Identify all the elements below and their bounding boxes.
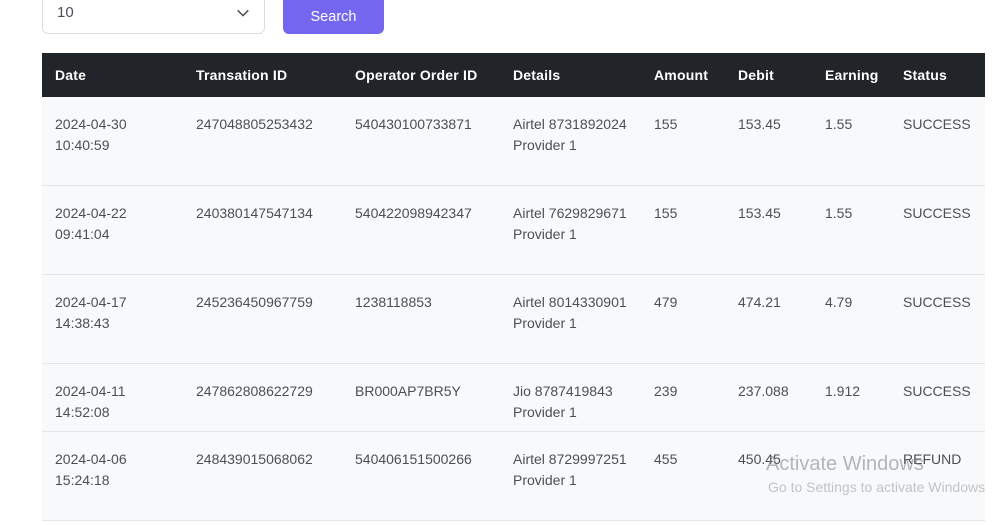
cell-operator-order-id: 540406151500266	[342, 431, 500, 521]
cell-earning	[812, 431, 890, 521]
cell-debit: 153.45	[725, 185, 812, 275]
cell-debit: 153.45	[725, 97, 812, 186]
cell-amount: 239	[641, 363, 725, 432]
col-header-debit: Debit	[725, 53, 812, 97]
date-value: 2024-04-17	[55, 294, 127, 310]
table-row: 2024-04-22 09:41:04 240380147547134 5404…	[42, 185, 985, 275]
date-value: 2024-04-30	[55, 116, 127, 132]
cell-date: 2024-04-17 14:38:43	[42, 274, 183, 364]
time-value: 09:41:04	[55, 226, 110, 242]
activate-windows-watermark: Activate Windows	[766, 453, 924, 475]
cell-transaction-id: 247862808622729	[183, 363, 342, 432]
cell-date: 2024-04-22 09:41:04	[42, 185, 183, 275]
time-value: 14:38:43	[55, 315, 110, 331]
page-size-value: 10	[57, 4, 74, 21]
date-value: 2024-04-11	[55, 383, 126, 399]
cell-earning: 4.79	[812, 274, 890, 364]
cell-operator-order-id: 540422098942347	[342, 185, 500, 275]
cell-debit: 450.45	[725, 431, 812, 521]
table-header: Date Transation ID Operator Order ID Det…	[42, 53, 985, 97]
cell-transaction-id: 247048805253432	[183, 97, 342, 186]
cell-earning: 1.55	[812, 185, 890, 275]
col-header-amount: Amount	[641, 53, 725, 97]
date-value: 2024-04-06	[55, 451, 127, 467]
time-value: 14:52:08	[55, 404, 110, 420]
cell-details: Airtel 8729997251 Provider 1	[500, 431, 641, 521]
cell-details: Airtel 8731892024 Provider 1	[500, 97, 641, 186]
activate-windows-subtext: Go to Settings to activate Windows	[768, 479, 986, 495]
cell-date: 2024-04-11 14:52:08	[42, 363, 183, 432]
chevron-down-icon	[236, 6, 250, 20]
transactions-table: Date Transation ID Operator Order ID Det…	[42, 53, 985, 521]
cell-amount: 155	[641, 185, 725, 275]
cell-debit: 474.21	[725, 274, 812, 364]
search-button-label: Search	[310, 9, 357, 25]
col-header-operator-order-id: Operator Order ID	[342, 53, 500, 97]
col-header-details: Details	[500, 53, 641, 97]
search-button[interactable]: Search	[283, 0, 384, 34]
cell-earning: 1.912	[812, 363, 890, 432]
cell-details: Airtel 8014330901 Provider 1	[500, 274, 641, 364]
cell-operator-order-id: 540430100733871	[342, 97, 500, 186]
date-value: 2024-04-22	[55, 205, 127, 221]
cell-date: 2024-04-06 15:24:18	[42, 431, 183, 521]
time-value: 10:40:59	[55, 137, 110, 153]
table-row: 2024-04-06 15:24:18 248439015068062 5404…	[42, 431, 985, 521]
cell-status: REFUND	[890, 431, 985, 521]
col-header-date: Date	[42, 53, 183, 97]
table-row: 2024-04-11 14:52:08 247862808622729 BR00…	[42, 363, 985, 432]
cell-earning: 1.55	[812, 97, 890, 186]
col-header-transaction-id: Transation ID	[183, 53, 342, 97]
col-header-earning: Earning	[812, 53, 890, 97]
table-row: 2024-04-17 14:38:43 245236450967759 1238…	[42, 274, 985, 364]
cell-amount: 479	[641, 274, 725, 364]
cell-transaction-id: 240380147547134	[183, 185, 342, 275]
cell-status: SUCCESS	[890, 185, 985, 275]
cell-transaction-id: 248439015068062	[183, 431, 342, 521]
cell-date: 2024-04-30 10:40:59	[42, 97, 183, 186]
table-row: 2024-04-30 10:40:59 247048805253432 5404…	[42, 97, 985, 186]
cell-status: SUCCESS	[890, 363, 985, 432]
time-value: 15:24:18	[55, 472, 110, 488]
cell-amount: 155	[641, 97, 725, 186]
cell-details: Jio 8787419843 Provider 1	[500, 363, 641, 432]
cell-status: SUCCESS	[890, 97, 985, 186]
cell-operator-order-id: BR000AP7BR5Y	[342, 363, 500, 432]
cell-debit: 237.088	[725, 363, 812, 432]
page-size-select[interactable]: 10	[42, 0, 265, 34]
cell-amount: 455	[641, 431, 725, 521]
cell-details: Airtel 7629829671 Provider 1	[500, 185, 641, 275]
col-header-status: Status	[890, 53, 985, 97]
cell-transaction-id: 245236450967759	[183, 274, 342, 364]
cell-operator-order-id: 1238118853	[342, 274, 500, 364]
cell-status: SUCCESS	[890, 274, 985, 364]
